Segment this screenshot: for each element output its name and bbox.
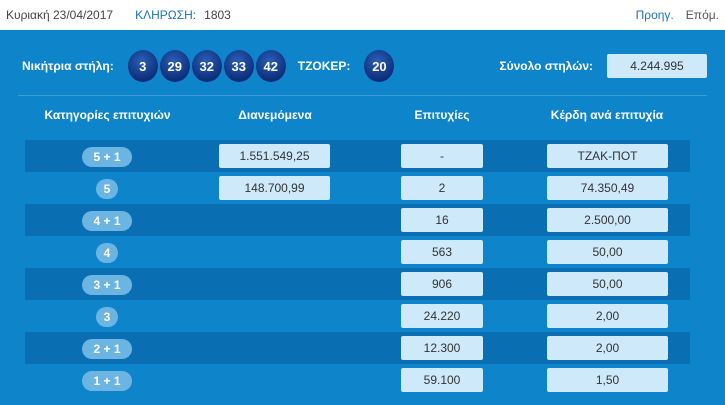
category-badge: 3 — [96, 307, 118, 327]
prize-per-winner: ΤΖΑΚ-ΠΟΤ — [547, 144, 668, 168]
number-ball: 32 — [191, 50, 222, 82]
column-header: Επιτυχίες — [414, 108, 470, 122]
prize-per-winner: 74.350,49 — [547, 176, 668, 200]
draw-label: ΚΛΗΡΩΣΗ: — [135, 8, 197, 22]
results-panel: Νικήτρια στήλη: 3 29 32 33 42 ΤΖΟΚΕΡ: 20… — [0, 30, 725, 405]
winners-count: - — [401, 144, 483, 168]
distributed-amount: 148.700,99 — [219, 176, 330, 200]
draw-header: Κυριακή 23/04/2017 ΚΛΗΡΩΣΗ: 1803 Προηγ. … — [0, 0, 725, 30]
draw-date: Κυριακή 23/04/2017 — [6, 8, 114, 22]
table-row: 5 + 1 1.551.549,25 - ΤΖΑΚ-ΠΟΤ — [25, 140, 690, 172]
table-row: 4 + 1 16 2.500,00 — [25, 204, 690, 236]
total-columns-value: 4.244.995 — [607, 54, 707, 78]
table-row: 1 + 1 59.100 1,50 — [25, 364, 690, 396]
prize-per-winner: 50,00 — [547, 272, 668, 296]
table-row: 4 563 50,00 — [25, 236, 690, 268]
table-row: 3 24.220 2,00 — [25, 300, 690, 332]
winning-label: Νικήτρια στήλη: — [22, 59, 114, 73]
table-row: 2 + 1 12.300 2,00 — [25, 332, 690, 364]
winning-column: Νικήτρια στήλη: 3 29 32 33 42 ΤΖΟΚΕΡ: 20… — [22, 50, 707, 82]
joker-label: ΤΖΟΚΕΡ: — [297, 59, 351, 73]
category-badge: 5 + 1 — [82, 147, 132, 167]
next-draw-link[interactable]: Επόμ. — [685, 8, 719, 22]
draw-number: 1803 — [204, 8, 231, 22]
number-ball: 42 — [255, 50, 286, 82]
prize-per-winner: 2,00 — [547, 304, 668, 328]
prize-per-winner: 50,00 — [547, 240, 668, 264]
number-ball: 3 — [127, 50, 158, 82]
prize-per-winner: 2,00 — [547, 336, 668, 360]
winners-count: 563 — [401, 240, 483, 264]
category-badge: 1 + 1 — [82, 371, 132, 391]
prize-per-winner: 1,50 — [547, 368, 668, 392]
category-badge: 5 — [96, 179, 118, 199]
winners-count: 24.220 — [401, 304, 483, 328]
winners-count: 2 — [401, 176, 483, 200]
category-badge: 2 + 1 — [82, 339, 132, 359]
category-badge: 4 + 1 — [82, 211, 132, 231]
category-badge: 4 — [96, 243, 118, 263]
total-columns-label: Σύνολο στηλών: — [499, 59, 593, 73]
prize-per-winner: 2.500,00 — [547, 208, 668, 232]
winners-count: 12.300 — [401, 336, 483, 360]
winners-count: 906 — [401, 272, 483, 296]
number-ball: 33 — [223, 50, 254, 82]
category-badge: 3 + 1 — [82, 275, 132, 295]
winners-count: 16 — [401, 208, 483, 232]
joker-ball: 20 — [364, 50, 395, 82]
column-header: Διανεμόμενα — [238, 108, 312, 122]
divider — [18, 95, 707, 96]
number-ball: 29 — [159, 50, 190, 82]
previous-draw-link[interactable]: Προηγ. — [635, 8, 674, 22]
column-header: Κατηγορίες επιτυχιών — [44, 108, 171, 122]
table-header: Κατηγορίες επιτυχιών Διανεμόμενα Επιτυχί… — [0, 108, 725, 128]
table-row: 5 148.700,99 2 74.350,49 — [25, 172, 690, 204]
distributed-amount: 1.551.549,25 — [219, 144, 330, 168]
winners-count: 59.100 — [401, 368, 483, 392]
column-header: Κέρδη ανά επιτυχία — [550, 108, 664, 122]
table-row: 3 + 1 906 50,00 — [25, 268, 690, 300]
